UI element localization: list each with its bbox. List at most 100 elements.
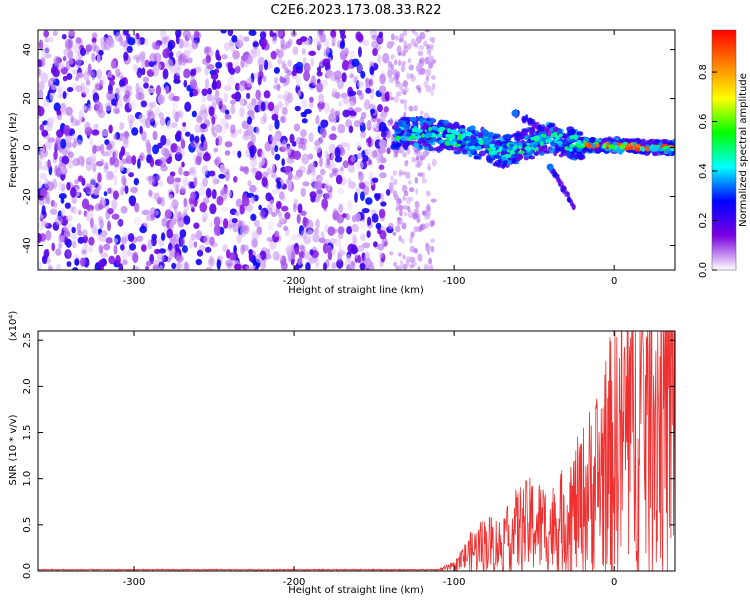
spectrum-blob (38, 151, 45, 161)
spectrum-blob (225, 259, 233, 267)
spectrum-blob (199, 202, 208, 213)
spectrum-blob (411, 128, 416, 133)
spectrum-blob (140, 244, 147, 252)
spectrum-blob (394, 59, 398, 66)
spectrum-blob (482, 139, 488, 145)
spectrum-blob (566, 196, 571, 202)
spectrum-blob (85, 183, 92, 193)
spectrum-blob (327, 226, 336, 236)
spectrum-blob (129, 200, 136, 207)
spectrum-blob (318, 105, 323, 113)
spectrum-blob (328, 133, 337, 140)
spectrum-blob (253, 72, 260, 79)
spectrum-blob (121, 131, 130, 138)
spectrum-blob (402, 254, 406, 260)
spectrum-blob (456, 136, 462, 141)
snr-axes: -300 -200 -100 0 0.0 0.5 1.0 1.5 2.0 2.5 (22, 331, 675, 588)
spectrum-blob (431, 158, 437, 167)
spectrum-blob (202, 164, 208, 176)
spectrum-blob (415, 131, 420, 136)
spectrum-blob (369, 66, 375, 76)
spectrum-blob (260, 101, 266, 112)
spectrum-blob (134, 202, 140, 213)
spectrum-blob (334, 76, 341, 83)
spectrum-blob (183, 68, 191, 79)
spectrum-blob (428, 54, 433, 62)
spectrum-blob (372, 47, 378, 57)
spectrum-blob (163, 36, 168, 42)
spectrum-blob (349, 110, 357, 117)
spectrum-blob (172, 109, 176, 120)
spectrum-blob (468, 153, 473, 158)
spectrum-blob (345, 254, 352, 263)
spectrum-blob (350, 155, 357, 163)
spectrum-blob (395, 127, 402, 133)
spectrum-blob (337, 123, 346, 134)
spectrum-blob (164, 209, 172, 219)
spectrum-blob (120, 164, 124, 172)
spectrum-blob (425, 150, 430, 155)
spectrum-blob (405, 131, 411, 137)
spectrum-blob (337, 188, 345, 195)
spectrum-blob (55, 263, 62, 270)
spectrum-blob (360, 233, 366, 242)
spectrum-blob (436, 145, 445, 152)
spectrum-blob (334, 92, 341, 99)
spectrum-blob (389, 90, 393, 99)
spectrum-blob (121, 236, 127, 245)
spectrum-blob (66, 73, 73, 81)
spectrum-blob (229, 213, 234, 225)
spectrum-blob (301, 153, 310, 165)
spectrum-blob (107, 207, 114, 215)
spectrum-blob (386, 147, 391, 155)
spectrum-blob (231, 149, 240, 156)
spectrum-blob (413, 247, 418, 254)
spectrum-blob (177, 216, 185, 228)
colorbar-tick-label: 0.2 (698, 213, 709, 229)
spectrum-blob (195, 230, 203, 241)
spectrum-blob (365, 87, 372, 94)
spectrum-blob (276, 222, 283, 228)
spectrum-blob (196, 249, 204, 257)
spectrum-blob (239, 204, 245, 215)
spectrum-blob (351, 58, 360, 68)
spectrum-blob (403, 190, 409, 197)
spectrum-blob (215, 61, 223, 69)
spectrum-blob (427, 120, 432, 126)
spectrum-blob (536, 125, 542, 130)
spectrum-blob (208, 50, 214, 57)
spectrum-blob (402, 143, 409, 149)
spectrum-blob (220, 30, 227, 34)
spectrum-blob (47, 266, 54, 270)
colorbar-gradient (712, 30, 736, 270)
spectrum-blob (379, 139, 388, 150)
spectrum-blob (96, 69, 103, 80)
spectrum-blob (450, 123, 459, 130)
spectrum-blob (60, 138, 67, 149)
spectrum-blob (473, 155, 480, 160)
spectrum-blob (294, 105, 301, 112)
spectrum-blob (178, 166, 183, 176)
spectrum-blob (532, 144, 537, 148)
spectrum-blob (205, 266, 213, 270)
spectrum-blob (666, 147, 672, 152)
spectrum-blob (180, 261, 185, 269)
spectrum-blob (269, 199, 274, 208)
spectrum-blob (101, 75, 106, 86)
spectrum-blob (118, 263, 124, 270)
spectrum-blob (376, 155, 382, 165)
spectrum-blob (398, 82, 404, 91)
spectrum-blob (145, 265, 150, 270)
spectrum-blob (251, 230, 259, 241)
spectrum-blob (378, 121, 387, 132)
spectrum-blob (121, 175, 127, 186)
spectrum-blob (118, 79, 125, 88)
spectrum-blob (241, 196, 250, 207)
spectrum-blob (301, 98, 308, 109)
spectrum-blob (180, 139, 186, 150)
spectrum-blob (154, 192, 161, 202)
spectrum-blob (240, 244, 245, 255)
spectrum-blob (400, 99, 405, 104)
spectrum-blob (340, 142, 349, 148)
